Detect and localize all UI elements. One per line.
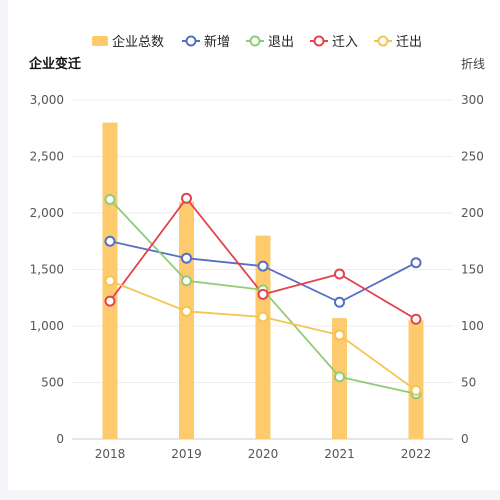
right-tick-label: 150	[461, 263, 484, 277]
series-point	[334, 296, 345, 308]
series-point	[104, 275, 116, 287]
x-tick-label: 2021	[324, 447, 355, 461]
legend-swatch	[92, 36, 108, 46]
x-tick-label: 2022	[401, 447, 432, 461]
left-tick-label: 1,500	[30, 263, 64, 277]
legend-label: 企业总数	[112, 34, 164, 50]
legend-label: 新增	[204, 34, 230, 50]
series-point	[257, 288, 269, 300]
right-tick-label: 250	[461, 150, 484, 164]
left-tick-label: 2,500	[30, 150, 64, 164]
right-axis-title: 折线	[461, 56, 485, 71]
legend-label: 迁出	[396, 35, 422, 50]
legend-swatch-marker	[185, 35, 197, 47]
series-point	[181, 252, 192, 264]
left-tick-label: 3,000	[30, 93, 64, 107]
legend-swatch-marker	[313, 35, 325, 47]
combo-chart: 企业总数 新增 退出 迁入 迁出 企业变迁 折线 05001,0001,5002,000…	[28, 34, 485, 461]
series-point	[104, 193, 116, 205]
line-series	[104, 192, 422, 400]
chart-card: 企业总数 新增 退出 迁入 迁出 企业变迁 折线 0 500 1,000 1,500 2,000…	[8, 0, 500, 490]
legend: 企业总数 新增 退出 迁入 迁出	[92, 34, 422, 50]
series-point	[334, 371, 345, 383]
series-point	[334, 329, 345, 341]
series-point	[410, 384, 422, 396]
series-point	[257, 260, 269, 272]
left-axis-title: 企业变迁	[28, 56, 81, 72]
series-point	[104, 235, 116, 247]
left-tick-label: 0	[56, 432, 64, 446]
x-axis-ticks: 2018 2019 2020 2021 2022	[95, 447, 432, 461]
right-axis-ticks: 0 50 100 150 200 250 300	[461, 93, 484, 446]
bar	[179, 201, 194, 439]
legend-label: 迁入	[332, 35, 358, 50]
series-point	[181, 192, 192, 204]
series-point	[257, 311, 269, 323]
legend-swatch-marker	[377, 35, 389, 47]
left-tick-label: 2,000	[30, 206, 64, 220]
series-point	[181, 275, 192, 287]
series-point	[410, 313, 422, 325]
series-point	[410, 257, 422, 269]
series-point	[181, 305, 192, 317]
right-tick-label: 50	[461, 376, 476, 390]
left-axis-ticks: 0 500 1,000 1,500 2,000 2,500 3,000	[30, 93, 64, 446]
series-point	[104, 295, 116, 307]
x-tick-label: 2018	[95, 447, 126, 461]
right-tick-label: 200	[461, 206, 484, 220]
series-point	[334, 268, 345, 280]
x-tick-label: 2020	[248, 447, 279, 461]
bar-series	[102, 122, 424, 439]
left-tick-label: 1,000	[30, 319, 64, 333]
x-tick-label: 2019	[171, 447, 202, 461]
right-tick-label: 300	[461, 93, 484, 107]
right-tick-label: 0	[461, 432, 469, 446]
legend-swatch-marker	[249, 35, 261, 47]
bar	[408, 320, 424, 439]
left-tick-label: 500	[41, 376, 64, 390]
legend-label: 退出	[268, 35, 294, 50]
right-tick-label: 100	[461, 319, 484, 333]
